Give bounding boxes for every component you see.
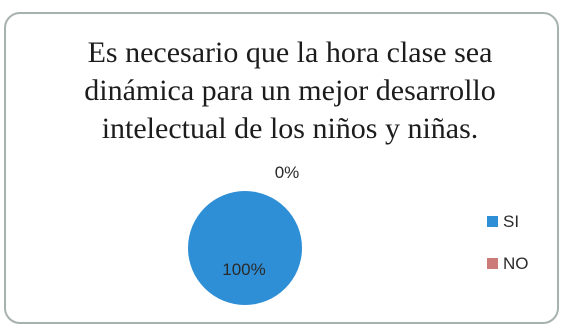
data-label-no: 0% [275,163,300,182]
pie-slice-si [188,191,302,305]
chart-title: Es necesario que la hora clase sea dinám… [30,34,550,148]
legend: SI NO [487,212,529,273]
legend-swatch-si [487,216,498,227]
chart-title-line-2: dinámica para un mejor desarrollo [84,74,496,107]
legend-label-no: NO [503,254,529,273]
legend-swatch-no [487,258,498,269]
data-label-si: 100% [222,260,265,279]
chart-title-line-1: Es necesario que la hora clase sea [87,36,493,69]
chart-title-line-3: intelectual de los niños y niñas. [101,112,479,145]
pie-slices [188,191,302,305]
legend-label-si: SI [503,212,519,231]
